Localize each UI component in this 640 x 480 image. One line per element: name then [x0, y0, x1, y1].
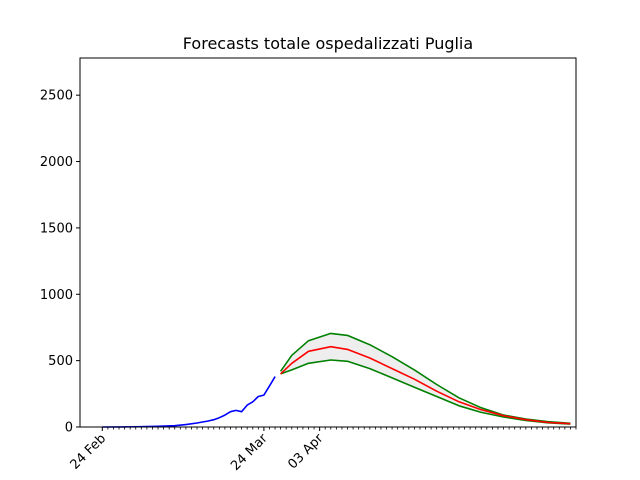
series-observed-line [102, 376, 276, 428]
y-tick-label: 1000 [40, 288, 73, 303]
y-tick-label: 500 [48, 354, 73, 369]
y-tick-label: 0 [65, 421, 73, 436]
y-tick-label: 2500 [40, 89, 73, 104]
chart-title: Forecasts totale ospedalizzati Puglia [183, 34, 473, 53]
x-tick-label: 24 Feb [68, 431, 110, 473]
series-forecast-line [280, 345, 571, 425]
x-tick-label: 03 Apr [285, 431, 327, 473]
confidence-band [280, 333, 571, 425]
plot-layer [102, 332, 571, 428]
x-tick-label: 24 Mar [228, 431, 271, 474]
x-axis: 24 Feb 24 Mar 03 Apr [68, 427, 577, 474]
series-lower-bound-line [280, 359, 571, 425]
y-axis: 0 500 1000 1500 2000 2500 [40, 89, 80, 436]
y-tick-label: 2000 [40, 155, 73, 170]
y-tick-label: 1500 [40, 221, 73, 236]
plot-frame [79, 57, 577, 428]
